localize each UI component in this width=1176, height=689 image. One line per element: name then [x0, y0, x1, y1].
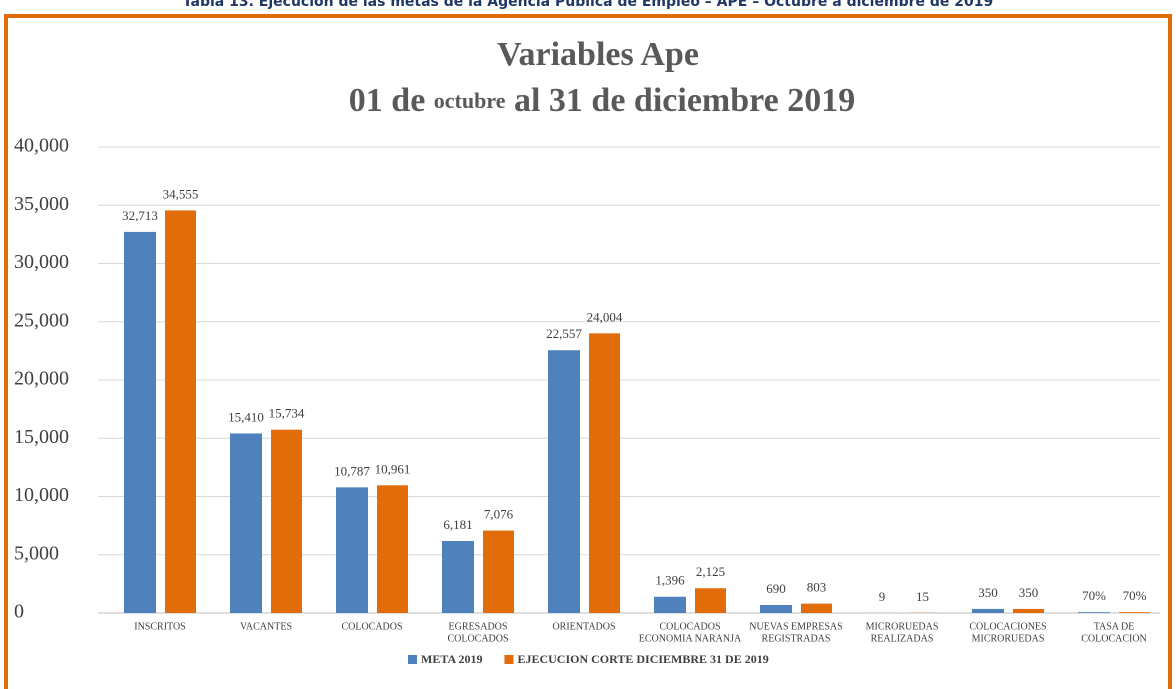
- bar: [230, 433, 262, 613]
- x-tick-label: EGRESADOS: [449, 621, 508, 632]
- bar: [442, 540, 474, 613]
- chart-subtitle: 01 de octubre al 31 de diciembre 2019: [329, 82, 867, 119]
- bar: [483, 530, 514, 613]
- value-label: 15: [916, 589, 929, 604]
- x-tick-label: VACANTES: [240, 621, 292, 632]
- chart-frame: [4, 14, 1172, 689]
- value-label: 350: [978, 585, 998, 600]
- value-label: 690: [766, 581, 786, 596]
- value-label: 9: [879, 589, 886, 604]
- bar: [336, 487, 368, 613]
- x-tick-label: MICRORUEDAS: [972, 633, 1045, 644]
- subtitle-part: al 31 de diciembre 2019: [505, 82, 855, 119]
- x-tick-label: NUEVAS EMPRESAS: [749, 621, 842, 632]
- chart-title: Variables Ape: [497, 36, 699, 73]
- value-label: 34,555: [163, 186, 199, 201]
- value-label: 7,076: [484, 507, 514, 522]
- bar: [1119, 612, 1150, 613]
- value-label: 10,961: [375, 461, 411, 476]
- bar: [695, 588, 726, 613]
- x-tick-label: ECONOMIA NARANJA: [639, 633, 742, 644]
- value-label: 70%: [1123, 588, 1147, 603]
- y-tick-label: 25,000: [14, 309, 69, 331]
- bar: [589, 333, 620, 613]
- bar: [271, 429, 302, 613]
- value-label: 2,125: [696, 564, 725, 579]
- bar: [165, 210, 196, 613]
- subtitle-part: 01 de: [349, 82, 434, 119]
- y-tick-label: 20,000: [14, 368, 69, 390]
- value-label: 32,713: [122, 208, 158, 223]
- value-label: 803: [807, 580, 827, 595]
- value-label: 24,004: [587, 309, 623, 324]
- y-tick-label: 40,000: [14, 135, 69, 157]
- x-tick-label: TASA DE: [1094, 621, 1135, 632]
- legend-label: EJECUCION CORTE DICIEMBRE 31 DE 2019: [517, 652, 768, 666]
- bar: [760, 604, 792, 613]
- x-tick-label: MICRORUEDAS: [866, 621, 939, 632]
- y-tick-label: 0: [14, 601, 24, 623]
- x-tick-label: COLOCADOS: [659, 621, 720, 632]
- bar: [124, 231, 156, 613]
- x-tick-label: ORIENTADOS: [552, 621, 615, 632]
- value-label: 22,557: [546, 326, 582, 341]
- bar: [801, 603, 832, 613]
- y-tick-label: 5,000: [14, 542, 59, 564]
- legend-label: META 2019: [421, 652, 482, 666]
- subtitle-part: octubre: [434, 88, 506, 113]
- x-tick-label: REALIZADAS: [871, 633, 934, 644]
- bar: [972, 608, 1004, 613]
- bar: [1078, 612, 1110, 613]
- bar: [377, 485, 408, 613]
- value-label: 15,734: [269, 406, 305, 421]
- x-tick-label: COLOCADOS: [447, 633, 508, 644]
- x-tick-label: REGISTRADAS: [762, 633, 831, 644]
- x-tick-label: COLOCACION: [1081, 633, 1147, 644]
- value-label: 10,787: [334, 463, 370, 478]
- bar: [548, 350, 580, 613]
- legend-swatch: [408, 655, 417, 664]
- bar: [654, 596, 686, 613]
- caption: Tabla 13. Ejecución de las metas de la A…: [183, 0, 993, 10]
- value-label: 6,181: [443, 517, 472, 532]
- y-tick-label: 15,000: [14, 426, 69, 448]
- y-tick-label: 10,000: [14, 484, 69, 506]
- x-tick-label: COLOCACIONES: [969, 621, 1046, 632]
- bar: [1013, 608, 1044, 613]
- x-tick-label: INSCRITOS: [134, 621, 186, 632]
- x-tick-label: COLOCADOS: [341, 621, 402, 632]
- value-label: 350: [1019, 585, 1039, 600]
- value-label: 1,396: [655, 573, 685, 588]
- legend-swatch: [504, 655, 514, 664]
- y-tick-label: 30,000: [14, 251, 69, 273]
- y-tick-label: 35,000: [14, 193, 69, 215]
- value-label: 15,410: [228, 409, 264, 424]
- value-label: 70%: [1082, 588, 1106, 603]
